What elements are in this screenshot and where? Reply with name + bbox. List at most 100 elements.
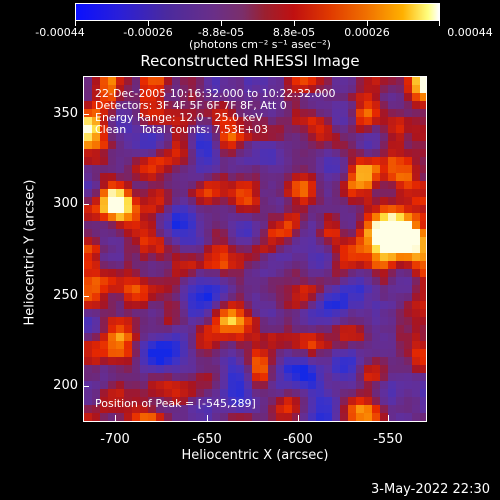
image-pixel <box>364 381 372 389</box>
image-pixel <box>172 405 180 413</box>
image-pixel <box>380 245 388 253</box>
image-pixel <box>380 261 388 269</box>
image-pixel <box>396 269 404 277</box>
image-pixel <box>260 245 268 253</box>
image-pixel <box>172 357 180 365</box>
image-pixel <box>116 309 124 317</box>
image-pixel <box>204 141 212 149</box>
image-pixel <box>140 109 148 117</box>
image-pixel <box>300 349 308 357</box>
image-pixel <box>356 149 364 157</box>
image-pixel <box>268 373 276 381</box>
image-pixel <box>140 269 148 277</box>
image-pixel <box>84 397 92 405</box>
image-pixel <box>108 85 116 93</box>
image-pixel <box>356 221 364 229</box>
image-pixel <box>364 85 372 93</box>
image-pixel <box>388 157 396 165</box>
image-pixel <box>132 269 140 277</box>
y-tick-label: 350 <box>53 106 78 121</box>
image-pixel <box>188 397 196 405</box>
image-pixel <box>252 181 260 189</box>
image-pixel <box>420 245 426 253</box>
image-pixel <box>236 285 244 293</box>
image-pixel <box>284 229 292 237</box>
image-pixel <box>252 373 260 381</box>
image-pixel <box>396 157 404 165</box>
y-tick-mark <box>83 296 89 297</box>
image-pixel <box>284 245 292 253</box>
image-pixel <box>172 125 180 133</box>
peak-position-text: Position of Peak = [-545,289] <box>95 397 256 410</box>
image-pixel <box>220 389 228 397</box>
image-pixel <box>196 349 204 357</box>
image-pixel <box>108 109 116 117</box>
image-pixel <box>244 165 252 173</box>
image-pixel <box>308 413 316 421</box>
image-pixel <box>84 421 92 422</box>
image-pixel <box>380 333 388 341</box>
image-pixel <box>340 93 348 101</box>
image-pixel <box>92 229 100 237</box>
image-pixel <box>268 397 276 405</box>
image-pixel <box>132 149 140 157</box>
image-pixel <box>84 341 92 349</box>
image-pixel <box>412 389 420 397</box>
image-pixel <box>212 197 220 205</box>
image-pixel <box>380 197 388 205</box>
image-pixel <box>156 253 164 261</box>
image-pixel <box>412 301 420 309</box>
image-pixel <box>388 333 396 341</box>
image-pixel <box>156 93 164 101</box>
image-pixel <box>164 421 172 422</box>
image-pixel <box>244 77 252 85</box>
image-pixel <box>276 85 284 93</box>
image-pixel <box>172 349 180 357</box>
image-pixel <box>124 413 132 421</box>
image-pixel <box>180 269 188 277</box>
image-pixel <box>284 381 292 389</box>
image-pixel <box>372 141 380 149</box>
image-pixel <box>196 293 204 301</box>
image-pixel <box>164 197 172 205</box>
image-pixel <box>260 381 268 389</box>
image-pixel <box>148 421 156 422</box>
image-pixel <box>348 421 356 422</box>
image-pixel <box>292 173 300 181</box>
image-pixel <box>324 117 332 125</box>
image-pixel <box>252 357 260 365</box>
image-pixel <box>156 341 164 349</box>
image-pixel <box>116 325 124 333</box>
image-pixel <box>324 237 332 245</box>
image-pixel <box>324 357 332 365</box>
image-pixel <box>172 101 180 109</box>
image-pixel <box>356 77 364 85</box>
image-pixel <box>356 381 364 389</box>
image-pixel <box>84 373 92 381</box>
image-pixel <box>388 245 396 253</box>
image-pixel <box>396 309 404 317</box>
image-pixel <box>268 357 276 365</box>
image-pixel <box>140 197 148 205</box>
image-pixel <box>220 357 228 365</box>
image-pixel <box>188 109 196 117</box>
image-pixel <box>388 357 396 365</box>
image-pixel <box>356 205 364 213</box>
image-pixel <box>244 229 252 237</box>
image-pixel <box>332 165 340 173</box>
image-pixel <box>212 125 220 133</box>
image-pixel <box>100 149 108 157</box>
image-pixel <box>260 253 268 261</box>
image-pixel <box>340 157 348 165</box>
image-pixel <box>100 221 108 229</box>
image-pixel <box>420 405 426 413</box>
image-pixel <box>332 85 340 93</box>
image-pixel <box>196 333 204 341</box>
image-pixel <box>196 205 204 213</box>
image-pixel <box>116 381 124 389</box>
image-pixel <box>284 173 292 181</box>
image-pixel <box>420 349 426 357</box>
image-pixel <box>316 389 324 397</box>
image-pixel <box>356 365 364 373</box>
image-pixel <box>228 293 236 301</box>
